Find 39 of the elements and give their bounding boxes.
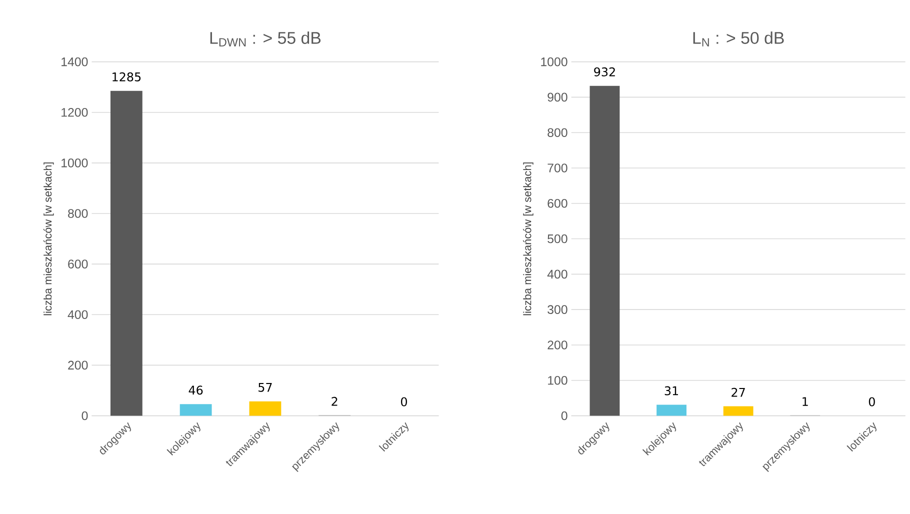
data-label: 27: [732, 388, 745, 396]
data-label: 46: [188, 385, 203, 394]
bar: [249, 401, 282, 416]
y-tick-label: 600: [548, 198, 568, 208]
bar: [110, 90, 142, 416]
bar: [590, 86, 620, 416]
chart-title: L$_{DWN}$ : > 55 dB: [210, 31, 321, 46]
data-label: 57: [258, 382, 272, 392]
data-label: 2: [332, 396, 338, 406]
y-tick-label: 900: [548, 92, 568, 102]
y-tick-label: 1400: [62, 57, 88, 66]
data-label: 1: [802, 396, 808, 406]
y-tick-label: 0: [82, 411, 88, 420]
y-tick-label: 400: [547, 270, 568, 278]
y-tick-label: 600: [68, 259, 88, 268]
data-label: 31: [664, 386, 678, 396]
y-tick-label: 0: [561, 411, 568, 420]
bar: [656, 404, 686, 416]
y-tick-label: 1200: [62, 108, 88, 117]
y-tick-label: 300: [548, 304, 568, 314]
y-tick-label: 800: [68, 208, 88, 218]
y-tick-label: 700: [548, 163, 568, 172]
y-tick-label: 100: [548, 376, 568, 385]
data-label: 0: [400, 397, 408, 406]
y-tick-label: 500: [548, 234, 568, 243]
y-tick-label: 1000: [62, 158, 88, 168]
y-tick-label: 200: [68, 360, 88, 370]
data-label: 1285: [112, 72, 141, 82]
chart-title: L$_{N}$ : > 50 dB: [693, 31, 784, 46]
y-tick-label: 200: [548, 340, 568, 350]
data-label: 932: [594, 67, 615, 76]
bar: [723, 406, 754, 416]
y-axis-title: liczba mieszkańców [w setkach]: [43, 162, 54, 315]
bar: [180, 404, 212, 416]
y-axis-title: liczba mieszkańców [w setkach]: [523, 162, 534, 315]
y-tick-label: 1000: [541, 57, 568, 66]
data-label: 0: [868, 397, 875, 406]
y-tick-label: 800: [548, 128, 568, 137]
y-tick-label: 400: [68, 310, 88, 319]
